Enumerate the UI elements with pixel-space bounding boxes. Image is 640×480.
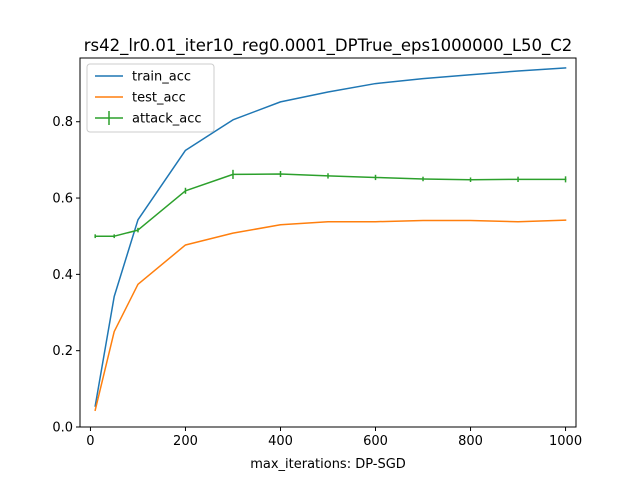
x-tick-label: 400 — [268, 434, 293, 449]
x-axis-ticks: 0 200 400 600 800 1000 — [86, 427, 582, 449]
x-axis-label: max_iterations: DP-SGD — [250, 457, 406, 472]
legend-label-train_acc: train_acc — [132, 70, 191, 85]
series-line-train_acc — [94, 67, 567, 407]
legend-box — [86, 63, 215, 133]
legend-label-attack_acc: attack_acc — [132, 112, 202, 127]
x-tick-label: 200 — [173, 434, 198, 449]
x-tick-label: 800 — [458, 434, 483, 449]
plot-lines — [94, 67, 567, 412]
y-tick-label: 0.2 — [52, 344, 73, 359]
x-tick-label: 600 — [363, 434, 388, 449]
legend: train_acc test_acc attack_acc — [86, 63, 215, 133]
y-axis-ticks: 0.0 0.2 0.4 0.6 0.8 — [52, 115, 80, 436]
legend-label-test_acc: test_acc — [132, 91, 186, 106]
chart-title: rs42_lr0.01_iter10_reg0.0001_DPTrue_eps1… — [84, 36, 573, 56]
x-tick-label: 1000 — [549, 434, 582, 449]
series-line-attack_acc — [94, 173, 567, 237]
y-tick-label: 0.4 — [52, 268, 73, 283]
plot-frame — [79, 57, 577, 428]
x-tick-label: 0 — [86, 434, 94, 449]
y-tick-label: 0.8 — [52, 115, 73, 130]
y-tick-label: 0.0 — [52, 421, 73, 436]
series-line-test_acc — [94, 219, 567, 412]
y-tick-label: 0.6 — [52, 192, 73, 207]
